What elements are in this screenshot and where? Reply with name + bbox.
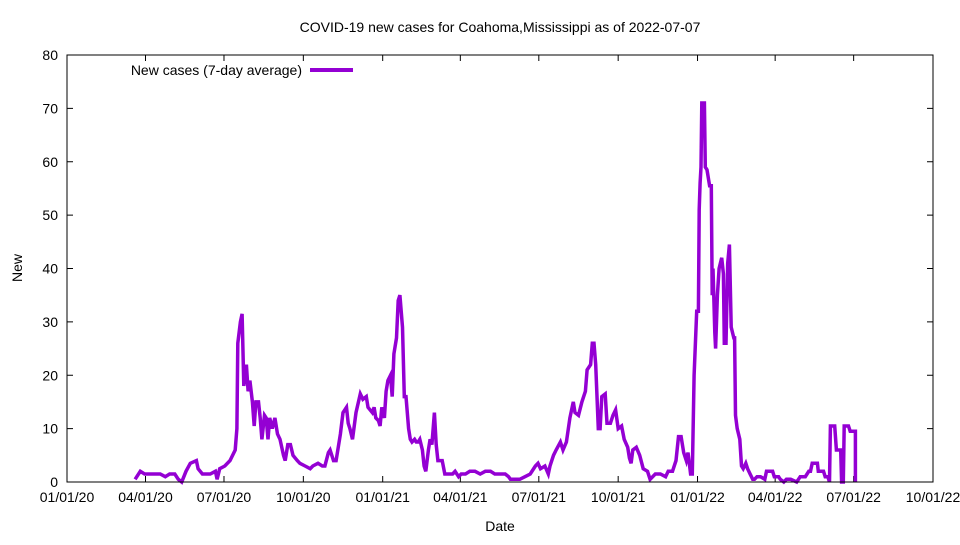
x-tick-label: 01/01/20 bbox=[40, 489, 95, 505]
x-tick-label: 07/01/21 bbox=[512, 489, 567, 505]
x-tick-label: 01/01/21 bbox=[355, 489, 410, 505]
y-tick-label: 60 bbox=[42, 154, 58, 170]
legend: New cases (7-day average) bbox=[131, 62, 353, 78]
x-tick-label: 07/01/22 bbox=[826, 489, 881, 505]
y-tick-label: 40 bbox=[42, 261, 58, 277]
y-axis-label: New bbox=[9, 253, 25, 282]
legend-label: New cases (7-day average) bbox=[131, 62, 302, 78]
y-tick-label: 30 bbox=[42, 314, 58, 330]
x-tick-label: 10/01/21 bbox=[591, 489, 646, 505]
y-tick-label: 20 bbox=[42, 367, 58, 383]
plot-frame bbox=[66, 54, 934, 483]
y-tick-label: 0 bbox=[50, 474, 58, 490]
series-layer bbox=[133, 101, 858, 485]
chart-title: COVID-19 new cases for Coahoma,Mississip… bbox=[300, 19, 701, 35]
series-line bbox=[133, 101, 858, 485]
x-tick-label: 01/01/22 bbox=[670, 489, 725, 505]
y-tick-label: 70 bbox=[42, 100, 58, 116]
x-tick-label: 04/01/20 bbox=[118, 489, 173, 505]
x-tick-label: 04/01/21 bbox=[433, 489, 488, 505]
y-tick-label: 50 bbox=[42, 207, 58, 223]
axis-ticks: 0 10 20 30 40 50 60 70 80 01/01/20 04/01/20 07/01/2… bbox=[40, 47, 960, 505]
x-tick-label: 10/01/22 bbox=[906, 489, 960, 505]
x-tick-label: 10/01/20 bbox=[276, 489, 331, 505]
y-tick-label: 10 bbox=[42, 421, 58, 437]
y-tick-label: 80 bbox=[42, 47, 58, 63]
x-axis-label: Date bbox=[485, 518, 515, 534]
x-tick-label: 04/01/22 bbox=[748, 489, 803, 505]
x-tick-label: 07/01/20 bbox=[197, 489, 252, 505]
